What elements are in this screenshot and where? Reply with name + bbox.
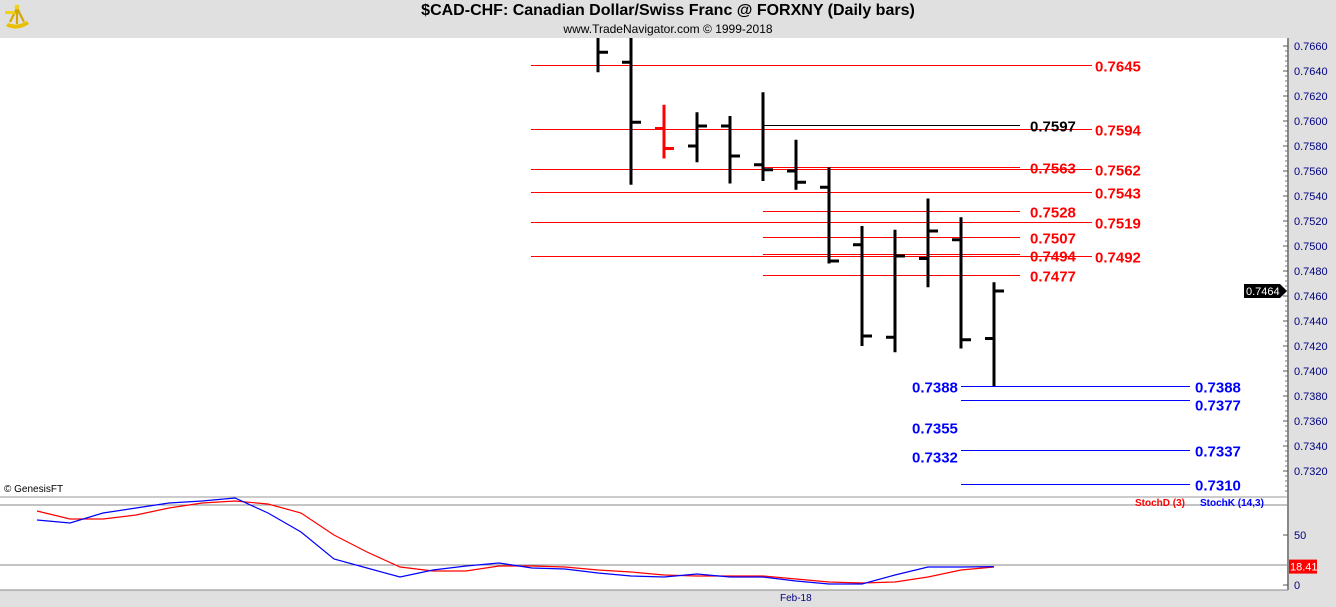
ohlc-bar [985,282,1004,386]
y-tick-label: 0.7360 [1294,416,1328,428]
ohlc-bar [952,217,971,349]
stoch-series-line [36,497,995,585]
last-price-label: 0.7464 [1246,286,1280,298]
level-label: 0.7507 [1030,231,1076,248]
ohlc-bar [820,167,839,264]
level-label: 0.7332 [912,450,958,467]
level-label: 0.7310 [1195,478,1241,495]
level-label: 0.7597 [1030,119,1076,136]
y-tick-label: 0.7560 [1294,166,1328,178]
level-label: 0.7477 [1030,269,1076,286]
legend-stoch-k: StochK (14,3) [1200,498,1264,509]
stoch-last-value-label: 18.41 [1290,562,1318,574]
plot-background [0,38,1288,590]
level-label: 0.7528 [1030,205,1076,222]
level-label: 0.7494 [1030,249,1077,266]
ohlc-bar [886,229,905,353]
subtitle-text: www.TradeNavigator.com © 1999-2018 [563,22,773,36]
y-tick-label: 0.7480 [1294,266,1328,278]
ohlc-bar [655,104,674,159]
ohlc-bar [622,38,641,185]
level-label: 0.7543 [1095,186,1141,203]
chart-subtitle: www.TradeNavigator.com © 1999-2018 [0,22,1336,36]
level-label: 0.7337 [1195,444,1241,461]
stoch-y-tick-label: 50 [1294,530,1306,542]
ohlc-bar [754,92,773,181]
last-price-badge [1244,284,1287,298]
stoch-last-value-badge [1289,559,1317,574]
legend-stoch-d: StochD (3) [1135,498,1185,509]
ohlc-bar [596,38,608,73]
level-label: 0.7377 [1195,398,1241,415]
y-tick-label: 0.7420 [1294,341,1328,353]
level-label: 0.7519 [1095,216,1141,233]
level-label: 0.7563 [1030,161,1076,178]
level-label: 0.7388 [1195,380,1241,397]
ohlc-bar [787,139,806,190]
level-label: 0.7594 [1095,123,1142,140]
level-label: 0.7355 [912,421,958,438]
stoch-y-tick-label: 0 [1294,580,1300,592]
ohlc-bar [721,116,740,184]
y-tick-label: 0.7320 [1294,466,1328,478]
y-tick-label: 0.7440 [1294,316,1328,328]
ohlc-bar [853,226,872,346]
y-tick-label: 0.7580 [1294,141,1328,153]
level-label: 0.7492 [1095,250,1141,267]
level-label: 0.7645 [1095,59,1141,76]
copyright-label: © GenesisFT [4,484,63,495]
y-tick-label: 0.7640 [1294,66,1328,78]
y-tick-label: 0.7600 [1294,116,1328,128]
y-tick-label: 0.7660 [1294,41,1328,53]
y-tick-label: 0.7520 [1294,216,1328,228]
y-tick-label: 0.7340 [1294,441,1328,453]
sextant-logo [2,2,32,37]
y-tick-label: 0.7500 [1294,241,1328,253]
y-tick-label: 0.7460 [1294,291,1328,303]
y-tick-label: 0.7380 [1294,391,1328,403]
level-label: 0.7562 [1095,163,1141,180]
y-tick-label: 0.7400 [1294,366,1328,378]
level-label: 0.7388 [912,380,958,397]
y-tick-label: 0.7620 [1294,91,1328,103]
y-tick-label: 0.7540 [1294,191,1328,203]
axis-background [1288,38,1336,590]
x-tick-label: Feb-18 [780,593,812,604]
ohlc-bar [688,112,707,163]
chart-title: $CAD-CHF: Canadian Dollar/Swiss Franc @ … [421,2,915,19]
ohlc-bar [919,198,938,288]
